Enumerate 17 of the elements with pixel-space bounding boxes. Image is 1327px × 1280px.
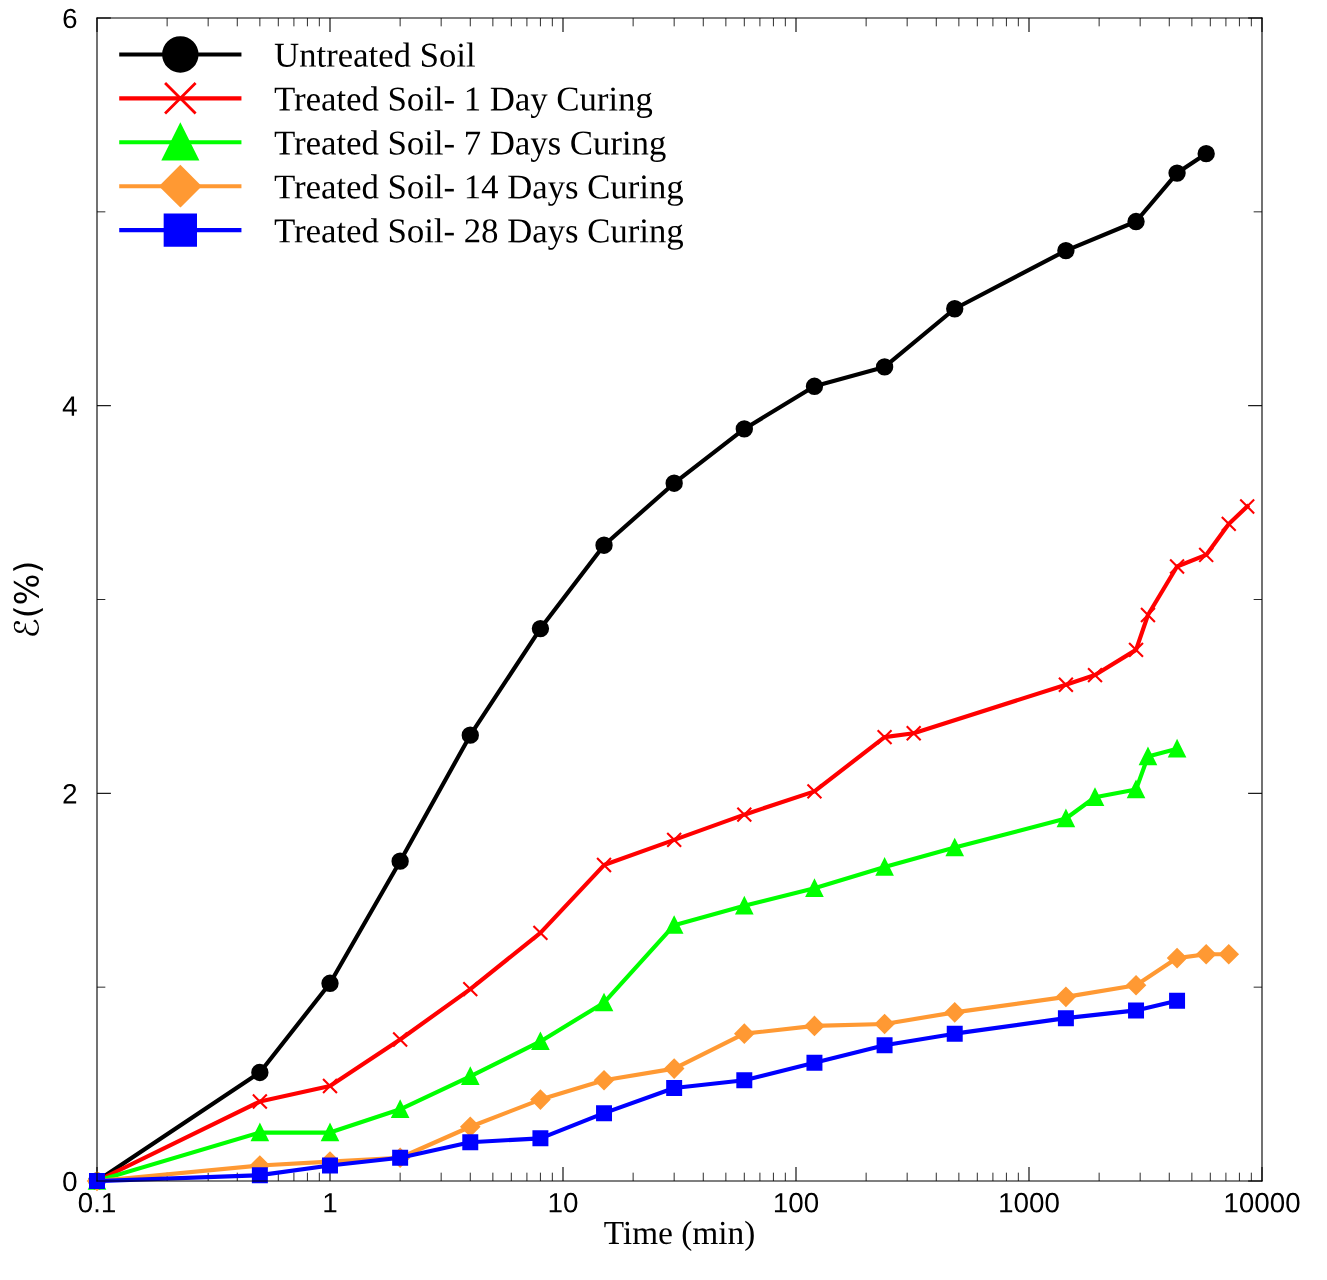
x-tick-label: 10 xyxy=(549,1192,578,1213)
legend-label: Treated Soil- 7 Days Curing xyxy=(274,130,666,162)
legend-label: Treated Soil- 1 Day Curing xyxy=(274,86,653,118)
x-tick-label: 0.1 xyxy=(78,1192,115,1213)
y-tick-label: 6 xyxy=(63,8,77,29)
x-axis-title: Time (min) xyxy=(604,1220,754,1252)
legend-label: Treated Soil- 28 Days Curing xyxy=(274,218,684,250)
legend-label: Untreated Soil xyxy=(274,42,475,67)
y-tick-label: 4 xyxy=(62,396,77,416)
x-tick-label: 1000 xyxy=(1000,1192,1059,1213)
x-tick-label: 1 xyxy=(324,1193,337,1213)
y-tick-label: 2 xyxy=(63,784,77,804)
x-tick-label: 100 xyxy=(774,1192,819,1213)
legend-label: Treated Soil- 14 Days Curing xyxy=(274,174,684,206)
y-axis-title: ℰ(%) xyxy=(13,563,43,636)
y-tick-label: 0 xyxy=(63,1171,77,1192)
x-tick-label: 10000 xyxy=(1225,1192,1300,1213)
